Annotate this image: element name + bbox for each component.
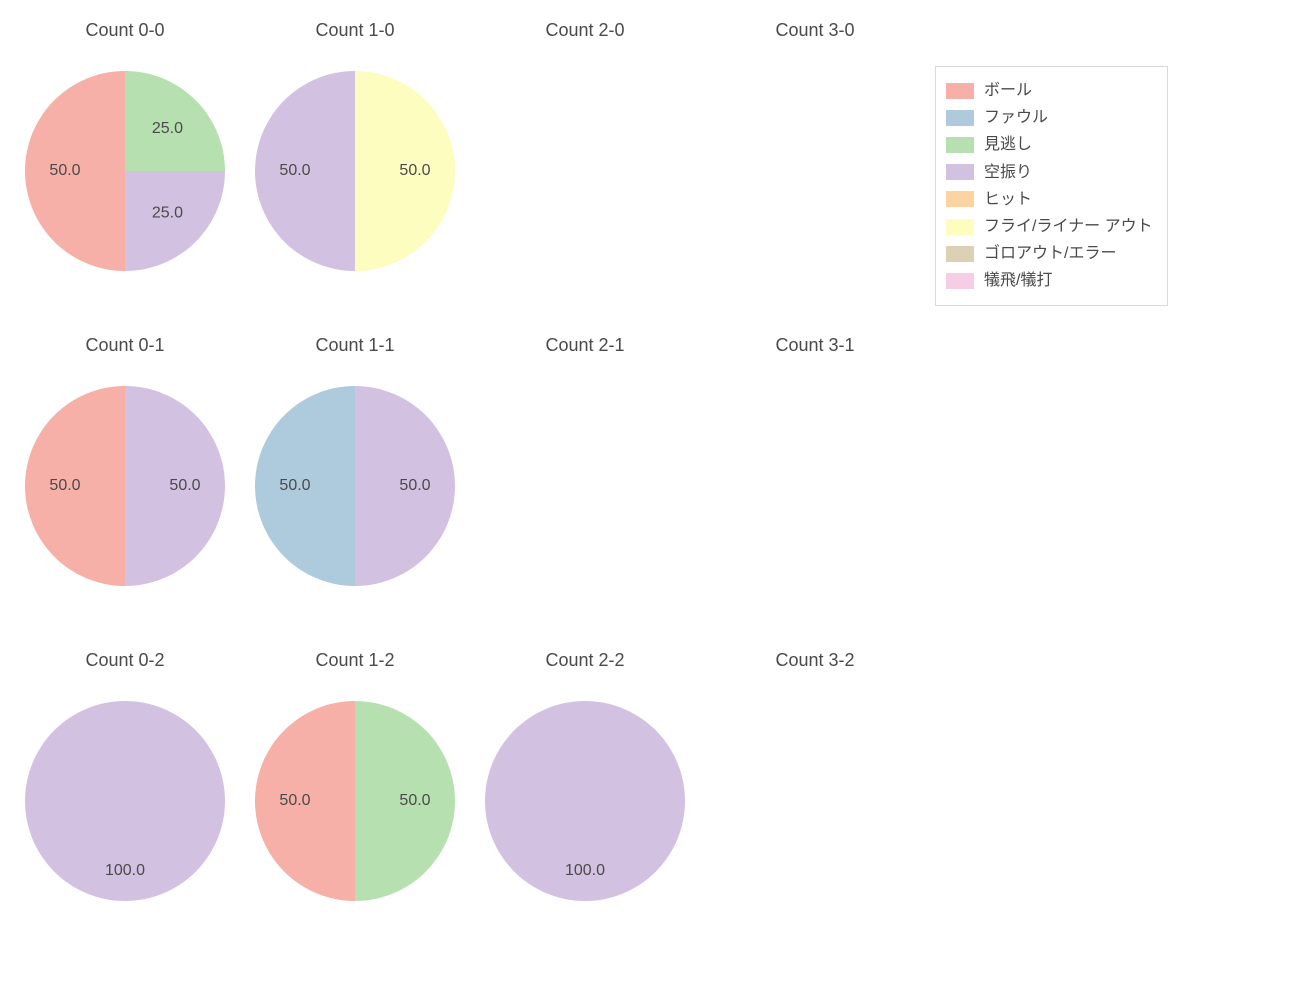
legend-swatch bbox=[946, 273, 974, 289]
subplot-title: Count 0-0 bbox=[10, 10, 240, 41]
legend-item-hit: ヒット bbox=[946, 186, 1153, 213]
cell-2-2: Count 2-2 100.0 bbox=[470, 640, 700, 950]
legend-item-sac: 犠飛/犠打 bbox=[946, 267, 1153, 294]
svg-text:25.0: 25.0 bbox=[152, 205, 183, 222]
subplot-title: Count 0-2 bbox=[10, 640, 240, 671]
pie-grid: Count 0-050.025.025.0Count 1-050.050.0Co… bbox=[10, 10, 930, 950]
svg-text:25.0: 25.0 bbox=[152, 120, 183, 137]
legend-swatch bbox=[946, 110, 974, 126]
legend-label: ボール bbox=[984, 77, 1032, 104]
subplot-title: Count 0-1 bbox=[10, 325, 240, 356]
cell-2-1: Count 1-2 50.0 50.0 bbox=[240, 640, 470, 950]
pie-chart: 100.0 bbox=[485, 701, 685, 901]
subplot-title: Count 3-1 bbox=[700, 325, 930, 356]
subplot-title: Count 1-1 bbox=[240, 325, 470, 356]
pie-chart bbox=[715, 386, 915, 586]
subplot-title: Count 1-2 bbox=[240, 640, 470, 671]
svg-text:50.0: 50.0 bbox=[279, 162, 310, 179]
cell-0-1: Count 1-0 50.0 50.0 bbox=[240, 10, 470, 320]
legend-swatch bbox=[946, 164, 974, 180]
pie-chart: 50.0 25.0 25.0 bbox=[25, 71, 225, 271]
svg-text:50.0: 50.0 bbox=[399, 477, 430, 494]
cell-0-2: Count 2-0 bbox=[470, 10, 700, 320]
chart-canvas: Count 0-050.025.025.0Count 1-050.050.0Co… bbox=[0, 0, 1300, 1000]
cell-2-0: Count 0-2 100.0 bbox=[10, 640, 240, 950]
legend-swatch bbox=[946, 191, 974, 207]
legend-swatch bbox=[946, 137, 974, 153]
legend: ボールファウル見逃し空振りヒットフライ/ライナー アウトゴロアウト/エラー犠飛/… bbox=[935, 66, 1168, 306]
subplot-title: Count 1-0 bbox=[240, 10, 470, 41]
legend-label: ヒット bbox=[984, 186, 1032, 213]
cell-1-1: Count 1-1 50.0 50.0 bbox=[240, 325, 470, 635]
svg-text:100.0: 100.0 bbox=[565, 862, 605, 879]
subplot-title: Count 2-0 bbox=[470, 10, 700, 41]
legend-label: ファウル bbox=[984, 104, 1048, 131]
pie-chart bbox=[715, 701, 915, 901]
svg-text:50.0: 50.0 bbox=[49, 162, 80, 179]
svg-text:50.0: 50.0 bbox=[399, 792, 430, 809]
subplot-title: Count 2-2 bbox=[470, 640, 700, 671]
legend-label: 空振り bbox=[984, 159, 1032, 186]
cell-2-3: Count 3-2 bbox=[700, 640, 930, 950]
legend-item-groundout: ゴロアウト/エラー bbox=[946, 240, 1153, 267]
subplot-title: Count 3-2 bbox=[700, 640, 930, 671]
cell-0-3: Count 3-0 bbox=[700, 10, 930, 320]
svg-text:50.0: 50.0 bbox=[399, 162, 430, 179]
svg-text:100.0: 100.0 bbox=[105, 862, 145, 879]
subplot-title: Count 3-0 bbox=[700, 10, 930, 41]
pie-chart bbox=[485, 386, 685, 586]
pie-chart: 50.0 50.0 bbox=[25, 386, 225, 586]
pie-chart: 50.0 50.0 bbox=[255, 386, 455, 586]
legend-item-ball: ボール bbox=[946, 77, 1153, 104]
legend-swatch bbox=[946, 219, 974, 235]
pie-chart: 100.0 bbox=[25, 701, 225, 901]
cell-1-0: Count 0-1 50.0 50.0 bbox=[10, 325, 240, 635]
svg-text:50.0: 50.0 bbox=[169, 477, 200, 494]
cell-0-0: Count 0-0 50.0 25.0 25.0 bbox=[10, 10, 240, 320]
svg-text:50.0: 50.0 bbox=[49, 477, 80, 494]
svg-text:50.0: 50.0 bbox=[279, 792, 310, 809]
legend-item-swinging: 空振り bbox=[946, 159, 1153, 186]
pie-chart: 50.0 50.0 bbox=[255, 701, 455, 901]
legend-item-looking: 見逃し bbox=[946, 131, 1153, 158]
legend-label: 犠飛/犠打 bbox=[984, 267, 1052, 294]
pie-chart: 50.0 50.0 bbox=[255, 71, 455, 271]
cell-1-3: Count 3-1 bbox=[700, 325, 930, 635]
legend-label: フライ/ライナー アウト bbox=[984, 213, 1153, 240]
legend-item-foul: ファウル bbox=[946, 104, 1153, 131]
legend-label: ゴロアウト/エラー bbox=[984, 240, 1116, 267]
subplot-title: Count 2-1 bbox=[470, 325, 700, 356]
legend-label: 見逃し bbox=[984, 131, 1032, 158]
cell-1-2: Count 2-1 bbox=[470, 325, 700, 635]
pie-chart bbox=[485, 71, 685, 271]
legend-item-flyliner: フライ/ライナー アウト bbox=[946, 213, 1153, 240]
pie-chart bbox=[715, 71, 915, 271]
svg-text:50.0: 50.0 bbox=[279, 477, 310, 494]
legend-swatch bbox=[946, 83, 974, 99]
legend-swatch bbox=[946, 246, 974, 262]
